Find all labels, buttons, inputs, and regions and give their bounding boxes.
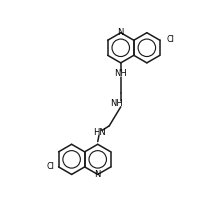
Text: N: N	[118, 28, 124, 37]
Text: NH: NH	[111, 99, 123, 108]
Text: HN: HN	[93, 128, 106, 137]
Text: Cl: Cl	[166, 35, 174, 44]
Text: NH: NH	[114, 69, 127, 78]
Text: Cl: Cl	[46, 162, 54, 171]
Text: N: N	[94, 170, 101, 179]
